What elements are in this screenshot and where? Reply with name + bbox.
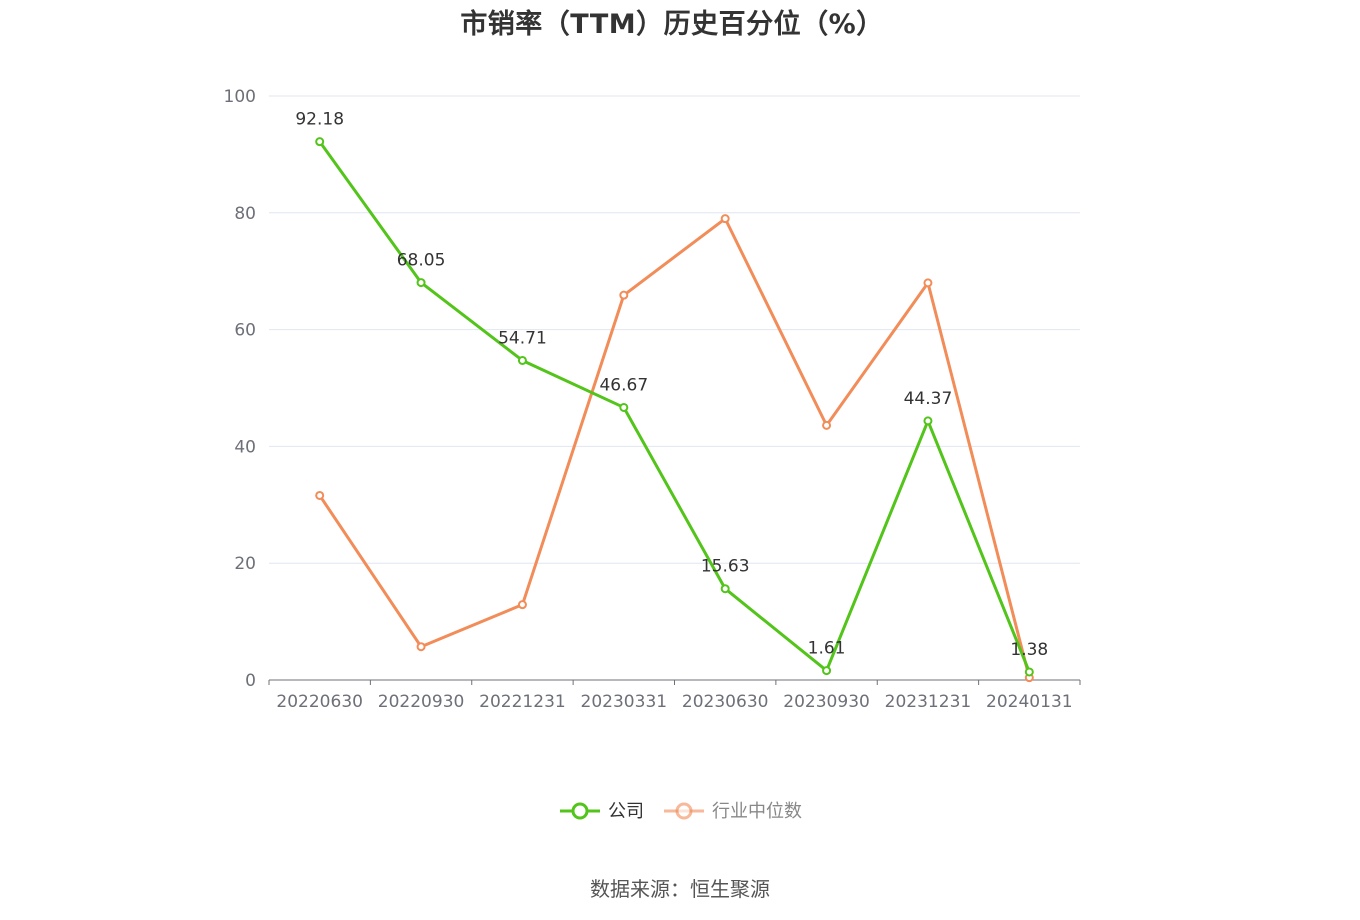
data-point[interactable] bbox=[517, 600, 527, 610]
source-note: 数据来源：恒生聚源 bbox=[590, 877, 770, 901]
y-tick-label: 0 bbox=[245, 671, 256, 691]
x-tick-label: 20231231 bbox=[885, 692, 972, 712]
data-labels: 92.18 68.05 54.71 46.67 15.63 1.61 44.37 1.38 bbox=[295, 110, 1048, 660]
legend-item[interactable]: 行业中位数 bbox=[664, 801, 802, 822]
data-point[interactable] bbox=[619, 402, 629, 412]
data-point[interactable] bbox=[416, 642, 426, 652]
y-tick-label: 80 bbox=[234, 204, 256, 224]
legend-label: 公司 bbox=[608, 801, 644, 822]
axes: 0 20 40 60 80 100 20220630 20220930 20221231 2023… bbox=[224, 87, 1081, 712]
y-tick-label: 40 bbox=[234, 437, 256, 457]
legend-marker-icon bbox=[675, 802, 693, 820]
data-point[interactable] bbox=[720, 584, 730, 594]
x-tick-label: 20221231 bbox=[479, 692, 566, 712]
series-line bbox=[318, 140, 1031, 673]
data-label: 1.38 bbox=[1010, 640, 1048, 660]
data-label: 68.05 bbox=[397, 251, 446, 271]
data-label: 46.67 bbox=[599, 375, 648, 395]
grid-lines bbox=[269, 95, 1080, 564]
data-label: 44.37 bbox=[904, 389, 953, 409]
legend-label: 行业中位数 bbox=[712, 801, 802, 822]
series-layer bbox=[315, 137, 1034, 683]
data-label: 54.71 bbox=[498, 328, 547, 348]
data-point[interactable] bbox=[416, 278, 426, 288]
legend[interactable]: 公司 行业中位数 bbox=[560, 801, 802, 822]
y-tick-label: 20 bbox=[234, 554, 256, 574]
chart-title: 市销率（TTM）历史百分位（%） bbox=[460, 9, 884, 40]
series-line bbox=[318, 217, 1031, 679]
x-tick-label: 20230630 bbox=[682, 692, 769, 712]
legend-marker-icon bbox=[571, 802, 589, 820]
data-point[interactable] bbox=[1024, 667, 1034, 677]
x-tick-label: 20230331 bbox=[581, 692, 668, 712]
x-tick-label: 20240131 bbox=[986, 692, 1073, 712]
data-point[interactable] bbox=[517, 355, 527, 365]
data-point[interactable] bbox=[315, 490, 325, 500]
y-tick-label: 100 bbox=[224, 87, 256, 107]
data-point[interactable] bbox=[720, 214, 730, 224]
data-label: 92.18 bbox=[295, 110, 344, 130]
x-tick-label: 20230930 bbox=[783, 692, 870, 712]
y-tick-label: 60 bbox=[234, 321, 256, 341]
data-point[interactable] bbox=[822, 420, 832, 430]
legend-item[interactable]: 公司 bbox=[560, 801, 644, 822]
data-point[interactable] bbox=[923, 416, 933, 426]
data-label: 15.63 bbox=[701, 557, 750, 577]
data-label: 1.61 bbox=[808, 639, 846, 659]
data-point[interactable] bbox=[822, 666, 832, 676]
data-point[interactable] bbox=[923, 278, 933, 288]
data-point[interactable] bbox=[619, 290, 629, 300]
data-point[interactable] bbox=[315, 137, 325, 147]
x-tick-label: 20220930 bbox=[378, 692, 465, 712]
x-tick-label: 20220630 bbox=[276, 692, 363, 712]
